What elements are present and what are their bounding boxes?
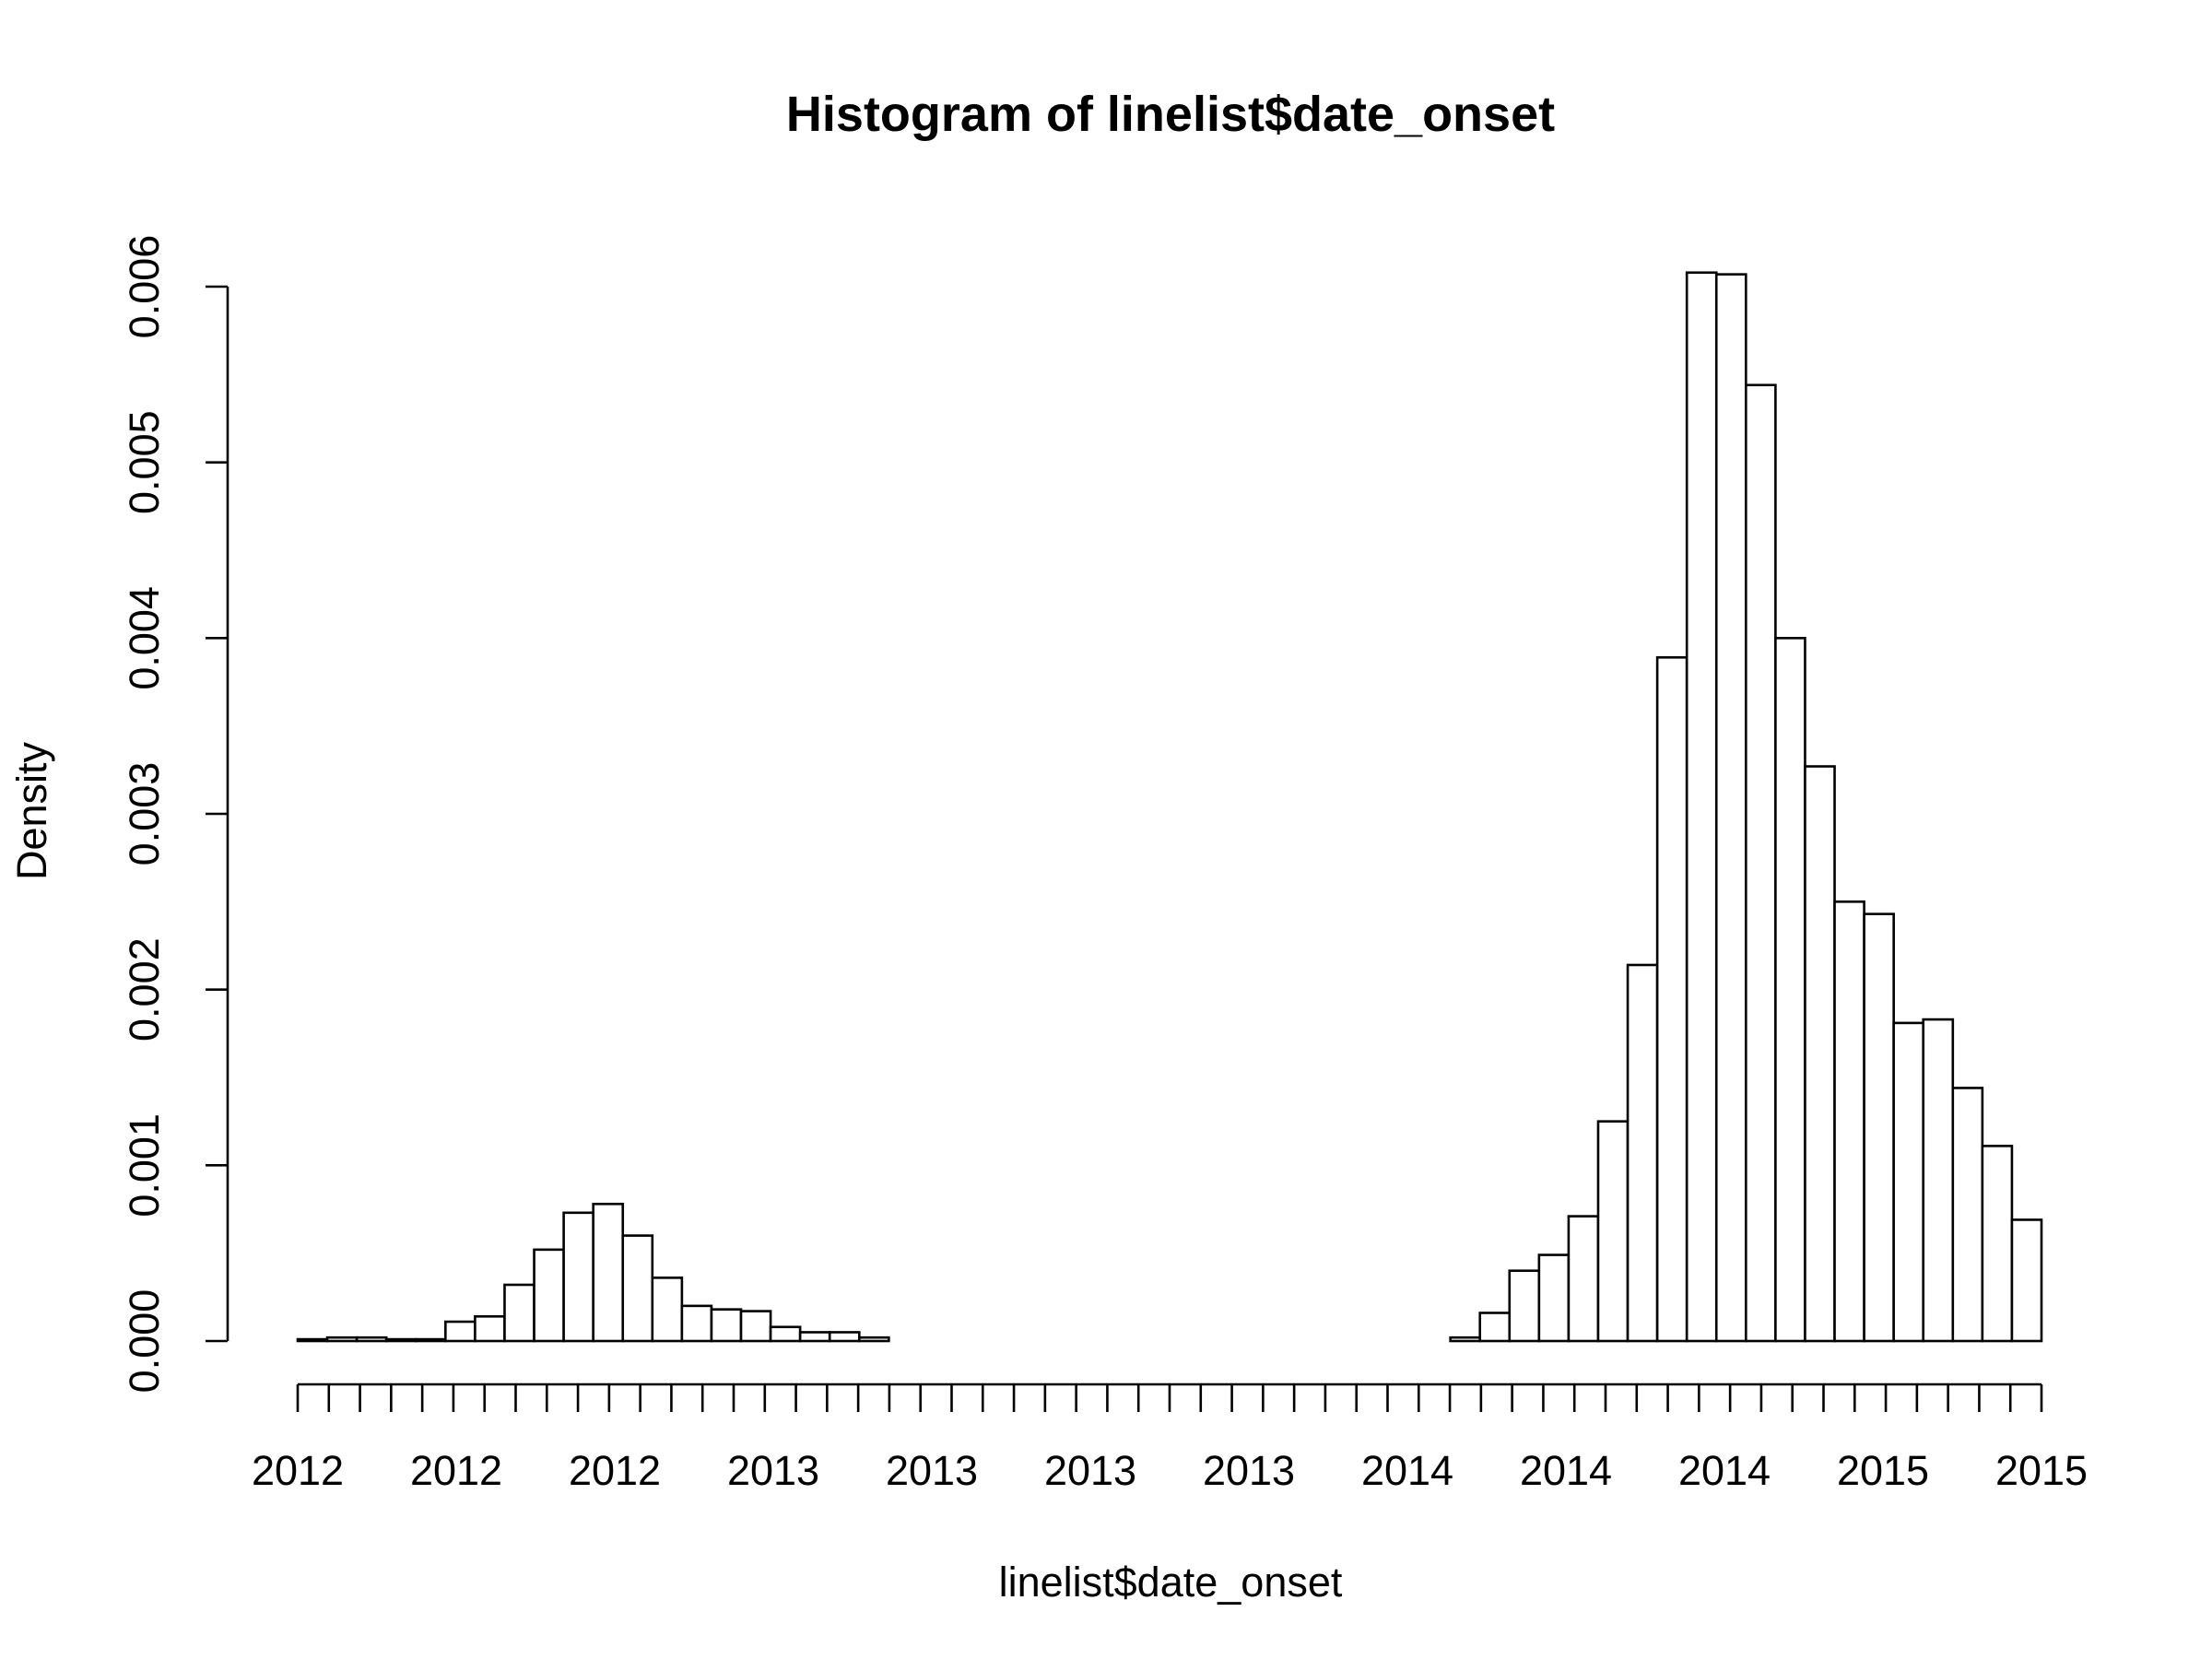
histogram-bar: [414, 1337, 447, 1343]
chart-title: Histogram of linelist$date_onset: [786, 87, 1555, 142]
histogram-bar: [680, 1304, 713, 1343]
histogram-bar: [2010, 1218, 2043, 1343]
histogram-bar: [1596, 1120, 1630, 1343]
x-axis: 2012 2012 2012 2013 2013 2013 2013 2014 2014 2014…: [252, 1382, 2088, 1494]
y-tick-label: 0.003: [121, 762, 168, 866]
histogram-bar: [384, 1337, 418, 1343]
histogram-bar: [1449, 1335, 1482, 1343]
x-tick-label: 2013: [727, 1447, 819, 1494]
y-tick-label: 0.004: [121, 586, 168, 690]
x-tick-label: 2015: [1995, 1447, 2088, 1494]
histogram-bar: [710, 1308, 743, 1343]
y-axis: 0.000 0.001 0.002 0.003 0.004 0.005 0.006: [121, 235, 229, 1394]
x-tick-label: 2015: [1837, 1447, 1929, 1494]
histogram-bar: [592, 1202, 625, 1343]
y-tick-label: 0.000: [121, 1289, 168, 1394]
histogram-bar: [1863, 912, 1895, 1343]
y-tick-label: 0.002: [121, 937, 168, 1041]
histogram-bar: [1981, 1145, 2014, 1343]
x-tick-label: 2013: [1203, 1447, 1295, 1494]
histogram-bar: [1892, 1021, 1925, 1343]
histogram-bar: [325, 1335, 359, 1343]
histogram-bar: [562, 1211, 594, 1343]
histogram-bar: [1508, 1269, 1541, 1343]
histogram-bar: [1951, 1087, 1984, 1343]
histogram-bar: [1685, 271, 1718, 1343]
histogram-bar: [1626, 963, 1659, 1343]
histogram-bar: [1714, 273, 1747, 1343]
histogram-bar: [651, 1277, 684, 1343]
y-tick-label: 0.005: [121, 410, 168, 514]
x-tick-label: 2014: [1361, 1447, 1453, 1494]
histogram-bar: [1537, 1253, 1571, 1343]
bars-group: [296, 271, 2043, 1343]
histogram-bar: [533, 1248, 565, 1343]
x-tick-label: 2012: [252, 1447, 344, 1494]
histogram-bar: [296, 1337, 329, 1343]
x-tick-label: 2012: [569, 1447, 661, 1494]
histogram-bar: [503, 1283, 535, 1343]
histogram-bar: [1745, 383, 1777, 1343]
histogram-bar: [1655, 656, 1688, 1343]
histogram-bar: [769, 1325, 802, 1343]
histogram-bar: [444, 1320, 477, 1343]
histogram-bar: [857, 1335, 890, 1343]
histogram-bar: [355, 1335, 388, 1343]
histogram-bar: [1804, 765, 1836, 1343]
histogram-bar: [1833, 900, 1865, 1343]
histogram-bar: [798, 1331, 831, 1343]
x-tick-label: 2014: [1678, 1447, 1771, 1494]
y-tick-label: 0.001: [121, 1113, 168, 1218]
histogram-bar: [739, 1310, 772, 1343]
histogram-bar: [1774, 637, 1806, 1343]
x-tick-label: 2013: [886, 1447, 978, 1494]
x-tick-label: 2014: [1520, 1447, 1612, 1494]
x-tick-label: 2013: [1044, 1447, 1136, 1494]
histogram-bar: [474, 1315, 506, 1343]
histogram-bar: [1478, 1312, 1512, 1343]
histogram-bar: [828, 1331, 861, 1343]
y-tick-label: 0.006: [121, 235, 168, 339]
x-axis-label: linelist$date_onset: [999, 1559, 1343, 1606]
histogram-bar: [1922, 1018, 1955, 1343]
x-tick-label: 2012: [410, 1447, 502, 1494]
histogram-bar: [1567, 1215, 1600, 1343]
y-axis-label: Density: [8, 741, 55, 880]
histogram-bar: [621, 1234, 654, 1343]
